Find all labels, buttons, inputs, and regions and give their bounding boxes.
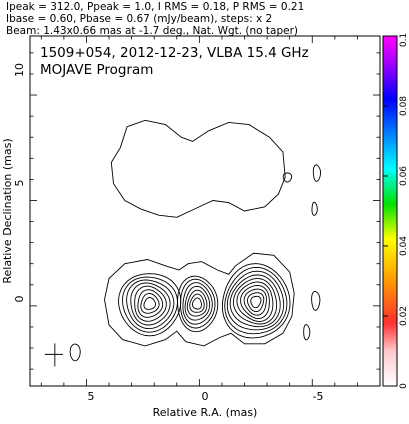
plot-frame	[29, 35, 381, 387]
y-tick-label-0: 0	[13, 296, 26, 303]
contour-island-3	[311, 201, 318, 216]
contour-core-level-7	[191, 297, 202, 310]
header-line-1: Ipeak = 312.0, Ppeak = 1.0, I RMS = 0.18…	[6, 1, 304, 13]
colorbar	[382, 35, 398, 387]
contour-island-4	[311, 290, 321, 311]
contour-right-level-10	[250, 295, 262, 309]
contour-core-level-2	[180, 278, 216, 329]
contour-right-level-3	[226, 270, 285, 331]
contour-right-level-6	[236, 281, 274, 322]
colorbar-tick-006: 0.06	[399, 166, 409, 186]
beam-ellipse	[69, 343, 81, 362]
contour-left-level-2	[122, 276, 178, 333]
chart-title: 1509+054, 2012-12-23, VLBA 15.4 GHz	[40, 45, 309, 61]
contour-left-level-3	[126, 279, 175, 330]
contour-left-level-8	[143, 297, 156, 310]
contour-left-level-7	[140, 293, 160, 314]
contour-core-level-5	[186, 289, 208, 317]
colorbar-tick-002: 0.02	[399, 306, 409, 326]
contour-core-level-4	[184, 285, 211, 321]
y-tick-label-5: 5	[13, 180, 26, 187]
colorbar-tick-004: 0.04	[399, 236, 409, 256]
contour-right-level-8	[243, 288, 267, 316]
header-line-3: Beam: 1.43x0.66 mas at -1.7 deg., Nat. W…	[6, 25, 298, 37]
contour-right-level-9	[247, 292, 265, 313]
contour-left-level-4	[130, 282, 171, 326]
y-axis-label: Relative Declination (mas)	[1, 138, 14, 283]
colorbar-tick-008: 0.08	[399, 96, 409, 116]
x-tick-label-0: 0	[202, 390, 209, 403]
header-line-2: Ibase = 0.60, Pbase = 0.67 (mJy/beam), s…	[6, 13, 272, 25]
axis-ticks	[30, 36, 380, 386]
y-tick-label-10: 10	[13, 63, 26, 77]
contour-core-level-1	[177, 275, 219, 333]
contour-island-5	[303, 324, 311, 341]
contour-right-level-1	[221, 263, 291, 339]
colorbar-ticks	[383, 35, 388, 387]
x-tick-label-neg5: -5	[313, 390, 324, 403]
contour-right-level-4	[229, 274, 281, 328]
colorbar-tick-0: 0	[399, 383, 409, 389]
contour-right-level-7	[240, 285, 270, 320]
contour-envelope-lower	[104, 252, 295, 347]
chart-subtitle: MOJAVE Program	[40, 62, 153, 78]
contour-left-level-5	[134, 285, 167, 322]
contour-core-level-3	[182, 282, 213, 325]
contour-left-level-1	[118, 273, 182, 337]
contour-envelope-upper	[110, 119, 286, 218]
contour-left-level-6	[137, 289, 164, 318]
contour-lines	[69, 119, 321, 362]
beam-marker	[44, 343, 63, 367]
contour-core-level-6	[189, 293, 205, 313]
contour-island-2	[312, 164, 321, 182]
contour-island-1	[282, 172, 293, 183]
colorbar-tick-01: 0.1	[399, 33, 409, 47]
contour-right-level-5	[232, 278, 278, 325]
x-axis-label: Relative R.A. (mas)	[153, 406, 258, 419]
x-tick-label-5: 5	[88, 390, 95, 403]
contour-right-level-2	[224, 266, 288, 335]
